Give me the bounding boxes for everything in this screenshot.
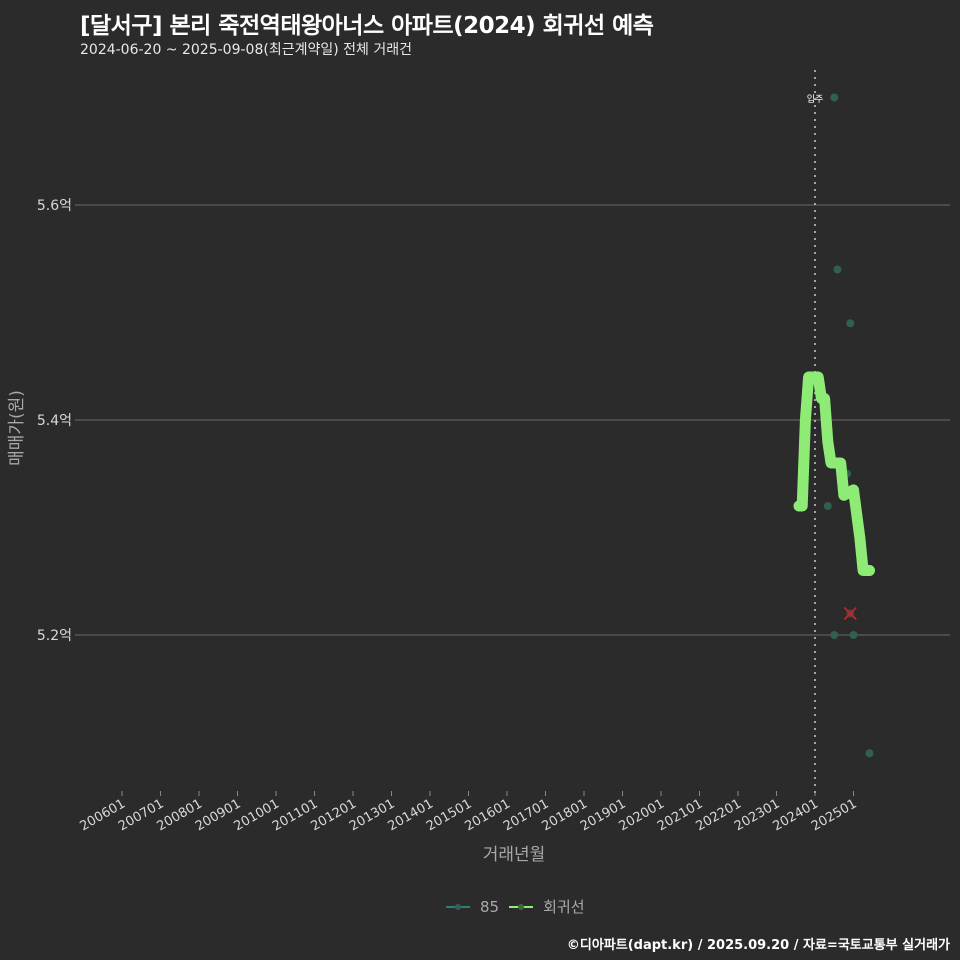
legend-label-regression: 회귀선 (543, 898, 585, 916)
y-axis-ticks: 5.2억 5.4억 5.6억 (37, 198, 80, 644)
legend-key-regression-icon (509, 900, 534, 914)
legend-item-regression: 회귀선 (509, 896, 585, 917)
data-point (865, 749, 874, 758)
legend-item-85: 85 (446, 898, 499, 916)
data-point (849, 631, 858, 639)
x-axis-title: 거래년월 (483, 845, 546, 865)
data-point (823, 502, 832, 510)
chart-subtitle: 2024-06-20 ~ 2025-09-08(최근계약일) 전체 거래건 (80, 42, 412, 58)
prediction-marker (843, 606, 857, 621)
data-point (833, 265, 842, 274)
data-point (846, 319, 855, 328)
y-axis-title: 매매가(원) (7, 390, 27, 466)
y-tick-label: 5.6억 (37, 198, 72, 214)
legend-key-85-icon (446, 900, 470, 914)
data-point (830, 93, 839, 102)
data-point (830, 631, 839, 639)
regression-line (793, 371, 875, 576)
source-caption: ©디아파트(dapt.kr) / 2025.09.20 / 자료=국토교통부 실… (566, 938, 950, 953)
legend: 85 회귀선 (446, 896, 595, 917)
y-tick-label: 5.4억 (37, 413, 72, 429)
x-axis-ticks: 2006012007012008012009012010012011012012… (78, 791, 860, 834)
y-gridlines (80, 204, 950, 636)
y-tick-label: 5.2억 (37, 628, 72, 644)
legend-label-85: 85 (480, 897, 500, 916)
chart-title: [달서구] 본리 죽전역태왕아너스 아파트(2024) 회귀선 예측 (80, 13, 654, 39)
move-in-label: 입주 (807, 93, 824, 105)
